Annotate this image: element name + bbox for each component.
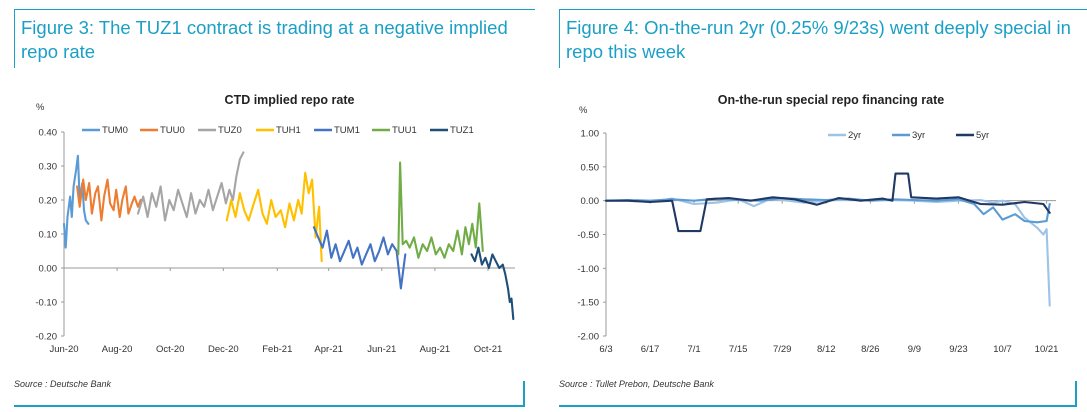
x-tick-label: 6/17 [641, 344, 660, 355]
y-tick-label: -1.00 [577, 264, 599, 275]
x-tick-label: 6/3 [599, 344, 612, 355]
x-tick-label: Apr-21 [314, 344, 343, 355]
legend-label-tum0: TUM0 [102, 125, 128, 136]
y-tick-label: 0.10 [39, 230, 58, 241]
figure-4-source: Source : Tullet Prebon, Deutsche Bank [559, 379, 714, 389]
y-tick-label: 0.00 [581, 196, 600, 207]
x-tick-label: 9/23 [949, 344, 968, 355]
figure-4-title-frame: Figure 4: On-the-run 2yr (0.25% 9/23s) w… [559, 9, 1087, 68]
series-line-tuz0 [136, 151, 245, 222]
x-tick-label: Aug-21 [420, 344, 451, 355]
legend-label-3yr: 3yr [912, 130, 925, 141]
legend-label-tuz0: TUZ0 [218, 125, 242, 136]
chart-title: CTD implied repo rate [225, 93, 355, 107]
chart-legend: 2yr 3yr 5yr [828, 130, 989, 141]
figure-3-corner-rule [523, 381, 525, 405]
figure-4-title: Figure 4: On-the-run 2yr (0.25% 9/23s) w… [566, 17, 1071, 62]
figure-3-source: Source : Deutsche Bank [14, 379, 112, 389]
y-tick-label: 0.40 [39, 128, 58, 139]
ctd-implied-repo-chart: CTD implied repo rate% -0.20 -0.10 0.00 0.10… [35, 93, 515, 355]
figure-3-title-frame: Figure 3: The TUZ1 contract is trading a… [14, 9, 535, 68]
y-tick-label: 0.30 [39, 162, 58, 173]
y-tick-label: -0.20 [35, 332, 57, 343]
x-tick-label: 7/29 [773, 344, 792, 355]
x-tick-label: Oct-20 [156, 344, 185, 355]
y-tick-label: 1.00 [581, 129, 600, 140]
x-tick-label: 7/1 [688, 344, 701, 355]
x-tick-label: Jun-21 [367, 344, 396, 355]
series-line-tuh1 [225, 171, 323, 263]
series-line-3yr [604, 196, 1051, 224]
y-tick-label: -0.10 [35, 298, 57, 309]
legend-label-tuz1: TUZ1 [450, 125, 474, 136]
chart-title: On-the-run special repo financing rate [718, 93, 944, 107]
series-line-5yr [604, 172, 1051, 233]
legend-label-tuu0: TUU0 [160, 125, 185, 136]
y-tick-label: 0.50 [581, 162, 600, 173]
y-tick-label: -2.00 [577, 332, 599, 343]
x-tick-label: Aug-20 [102, 344, 133, 355]
x-tick-label: Oct-21 [474, 344, 503, 355]
y-tick-label: -0.50 [577, 230, 599, 241]
series-line-tuu0 [76, 178, 142, 222]
figure-3-panel: Figure 3: The TUZ1 contract is trading a… [0, 0, 535, 412]
y-axis-label: % [579, 105, 588, 116]
legend-label-2yr: 2yr [848, 130, 861, 141]
x-tick-label: 10/7 [993, 344, 1012, 355]
special-repo-chart: On-the-run special repo financing rate% -… [577, 93, 1059, 355]
x-tick-label: 7/15 [729, 344, 748, 355]
y-tick-label: 0.00 [39, 264, 58, 275]
x-tick-label: 8/12 [817, 344, 836, 355]
x-tick-label: 9/9 [908, 344, 921, 355]
legend-label-tuu1: TUU1 [392, 125, 417, 136]
series-line-tum0 [62, 154, 90, 249]
x-tick-label: Dec-20 [208, 344, 239, 355]
x-tick-label: Jun-20 [49, 344, 78, 355]
figure-3-title: Figure 3: The TUZ1 contract is trading a… [21, 17, 508, 62]
series-line-tuu1 [397, 161, 484, 259]
series-line-tum1 [312, 226, 407, 290]
figure-4-corner-rule [1075, 381, 1077, 405]
y-tick-label: 0.20 [39, 196, 58, 207]
legend-label-tum1: TUM1 [334, 125, 360, 136]
figure-4-bottom-rule [559, 405, 1077, 407]
y-tick-label: -1.50 [577, 298, 599, 309]
chart-legend: TUM0 TUU0 TUZ0 TUH1 TUM1 TUU1 TUZ1 [82, 125, 474, 136]
series-line-tuz1 [470, 246, 515, 321]
x-tick-label: 10/21 [1035, 344, 1059, 355]
y-axis-label: % [36, 102, 45, 113]
legend-label-5yr: 5yr [976, 130, 989, 141]
legend-label-tuh1: TUH1 [276, 125, 301, 136]
figure-4-panel: Figure 4: On-the-run 2yr (0.25% 9/23s) w… [545, 0, 1087, 412]
x-tick-label: 8/26 [861, 344, 880, 355]
figure-3-bottom-rule [14, 405, 525, 407]
x-tick-label: Feb-21 [262, 344, 292, 355]
